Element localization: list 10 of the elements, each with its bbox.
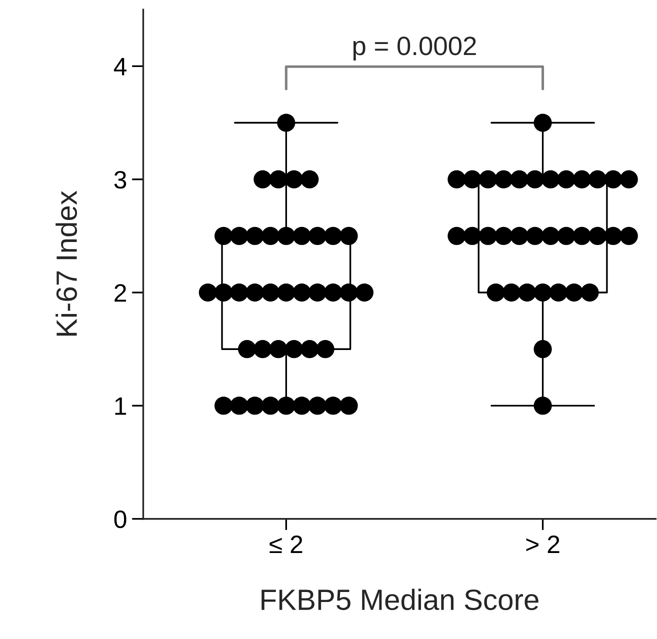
- y-tick-label: 2: [114, 284, 126, 302]
- y-tick-label: 4: [114, 58, 127, 76]
- annotation: p = 0.0002: [353, 36, 476, 61]
- y-axis-title: Ki-67 Index: [56, 190, 78, 336]
- x-tick-label: ≤ 2: [270, 536, 302, 553]
- y-tick-label: 3: [114, 170, 126, 189]
- x-axis-title: FKBP5 Median Score: [262, 588, 538, 610]
- y-tick-label: 1: [115, 398, 126, 415]
- y-tick-label: 0: [114, 510, 126, 528]
- x-tick-label: > 2: [526, 536, 560, 553]
